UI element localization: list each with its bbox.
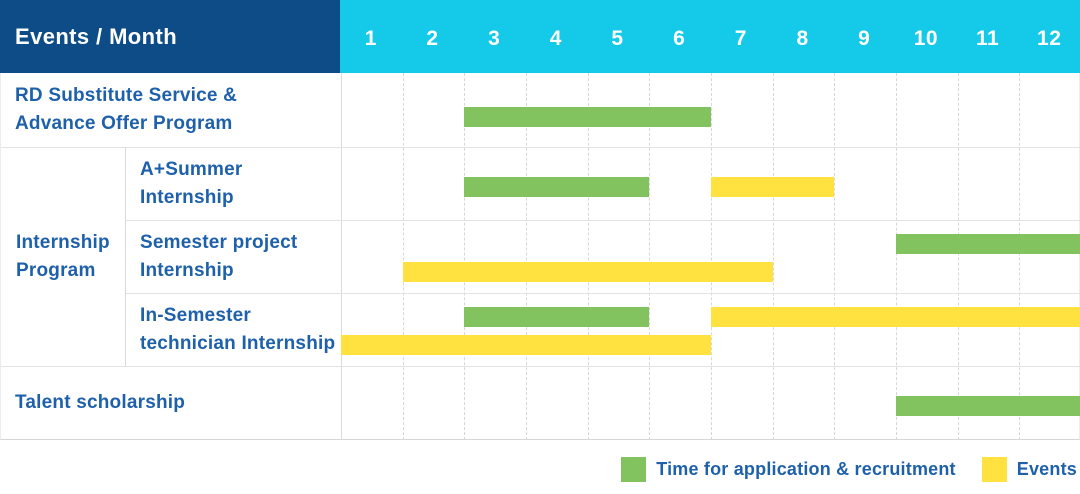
event-bar: [402, 261, 773, 282]
month-header-9: 9: [858, 26, 871, 50]
application-bar: [464, 306, 650, 327]
row-label-line: Talent scholarship: [15, 392, 186, 413]
month-header-12: 12: [1037, 26, 1062, 50]
month-gridline: [464, 73, 466, 440]
row-label-line: Internship: [140, 259, 234, 281]
month-gridline: [402, 73, 404, 440]
application-bar: [896, 396, 1080, 416]
event-bar: [711, 176, 835, 197]
month-header-7: 7: [734, 26, 747, 50]
label-timeline-divider: [341, 73, 342, 440]
month-header-3: 3: [488, 26, 501, 50]
legend-label: Time for application & recruitment: [656, 458, 956, 479]
group-label-line: Program: [16, 259, 96, 281]
row-label: In-Semester technician Internship: [126, 293, 341, 366]
row-label: Semester project Internship: [126, 220, 341, 293]
row-separator: [126, 220, 1080, 221]
month-header-5: 5: [611, 26, 624, 50]
row-label: Talent scholarship: [1, 366, 341, 440]
month-header-8: 8: [796, 26, 809, 50]
yellow-swatch-icon: [981, 456, 1007, 482]
month-gridline: [772, 73, 774, 440]
row-group-label-internship-program: Internship Program: [1, 147, 126, 366]
application-bar: [464, 107, 711, 127]
row-label-line: Semester project: [140, 231, 298, 253]
events-month-header-cell: Events / Month: [0, 0, 340, 73]
month-gridline: [896, 73, 897, 440]
month-gridline: [834, 73, 836, 440]
month-header-6: 6: [673, 26, 686, 50]
legend-item-application: Time for application & recruitment: [621, 456, 956, 482]
row-separator: [1, 147, 1080, 148]
chart-body: Internship Program RD Substitute Service &…: [0, 73, 1080, 440]
application-bar: [464, 176, 650, 197]
month-gridline: [957, 73, 959, 440]
month-header-4: 4: [549, 26, 562, 50]
row-label-line: Internship: [140, 186, 234, 208]
row-separator: [126, 293, 1080, 294]
group-label-line: Internship: [16, 231, 110, 253]
row-label-line: RD Substitute Service &: [15, 85, 238, 106]
month-gridline: [526, 73, 527, 440]
month-header-2: 2: [426, 26, 439, 50]
month-header-row: 1 2 3 4 5 6 7 8 9 10 11 12: [340, 0, 1080, 73]
month-gridline: [1019, 73, 1021, 440]
legend-item-event: Events: [981, 456, 1077, 482]
row-label: RD Substitute Service & Advance Offer Pro…: [1, 73, 341, 147]
event-bar: [711, 306, 1080, 327]
month-header-10: 10: [913, 26, 939, 50]
month-gridline: [587, 73, 589, 440]
page-title: Events / Month: [15, 23, 178, 49]
row-label-line: Advance Offer Program: [15, 113, 233, 134]
month-gridline: [649, 73, 651, 440]
green-swatch-icon: [621, 456, 647, 482]
legend-label: Events: [1016, 458, 1077, 479]
row-label-line: In-Semester: [140, 304, 251, 326]
application-bar: [896, 233, 1080, 254]
month-header-11: 11: [975, 26, 1000, 50]
month-header-1: 1: [364, 26, 377, 50]
event-bar: [341, 334, 711, 355]
row-label-line: technician Internship: [140, 332, 336, 354]
row-separator: [1, 366, 1080, 367]
month-gridline: [711, 73, 712, 440]
row-label: A+Summer Internship: [126, 147, 341, 220]
legend: Time for application & recruitment Events: [621, 451, 1077, 487]
row-label-line: A+Summer: [140, 158, 243, 180]
